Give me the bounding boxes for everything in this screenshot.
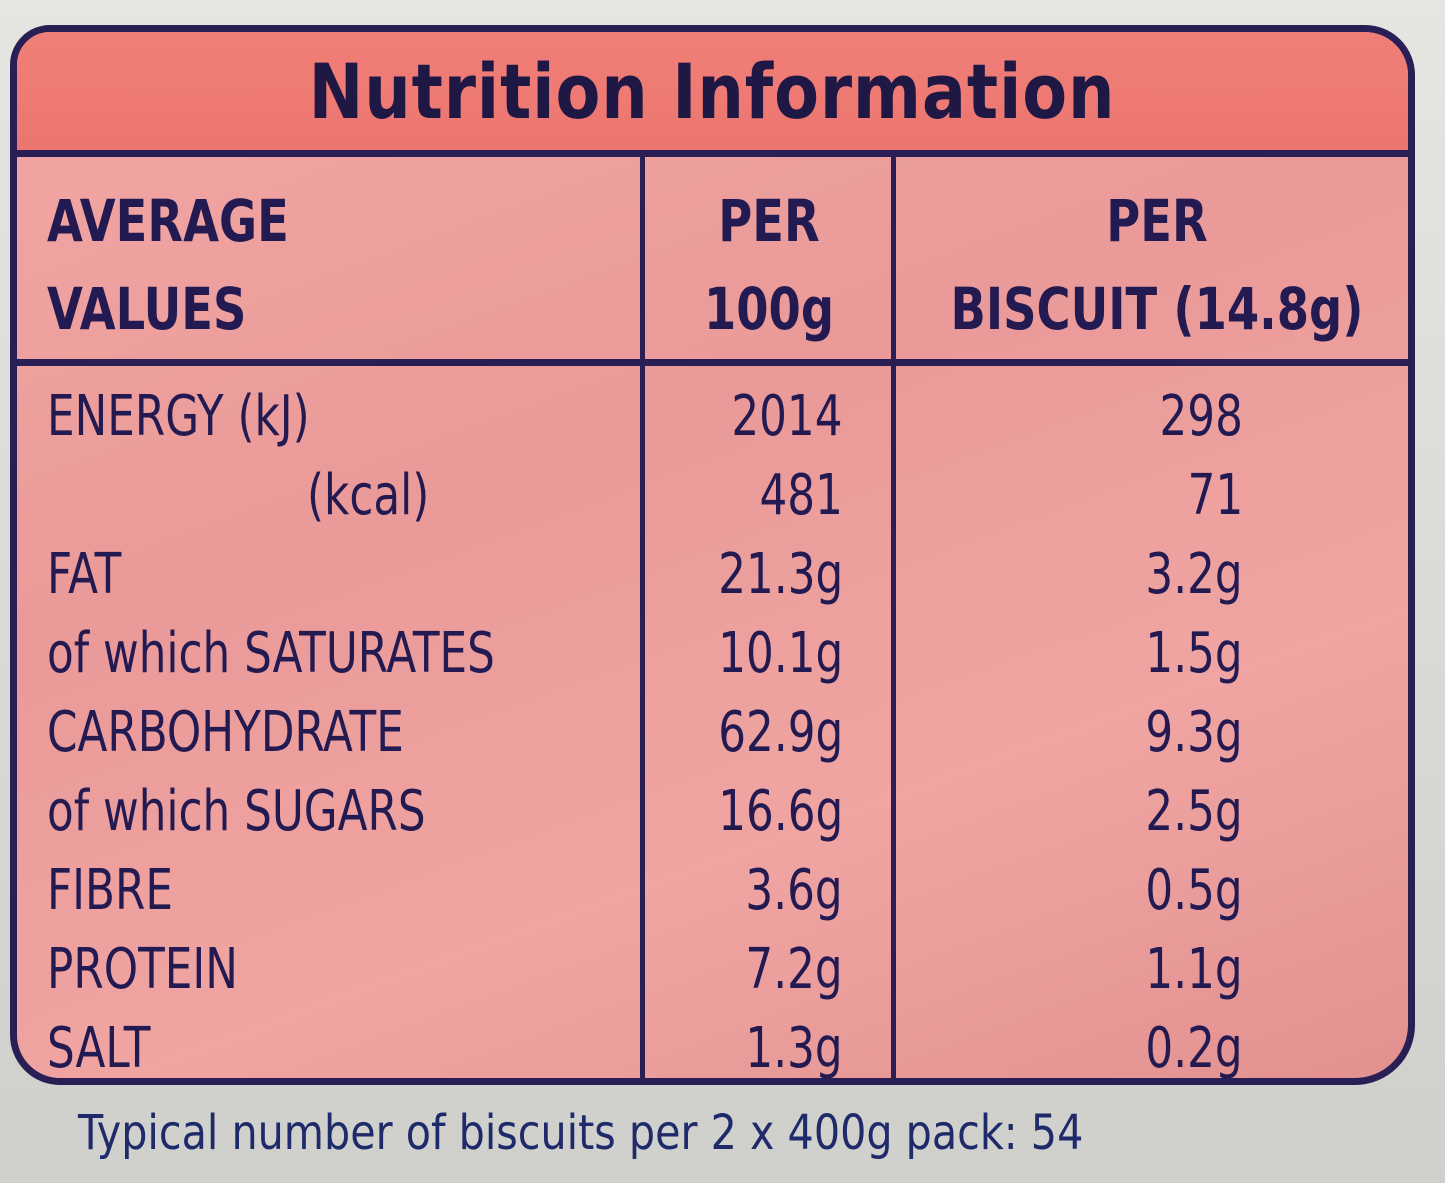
per-100g-value: 62.9g — [718, 700, 843, 765]
column-divider — [640, 150, 645, 1078]
per-100g-value: 10.1g — [718, 621, 843, 686]
per-biscuit-value: 298 — [1159, 384, 1243, 449]
per-100g-value: 16.6g — [718, 779, 843, 844]
per-biscuit-value: 0.5g — [1145, 858, 1243, 923]
title-bar: Nutrition Information — [17, 32, 1408, 157]
table-row: FAT 21.3g 3.2g — [17, 535, 1408, 614]
per-100g-value: 2014 — [731, 384, 843, 449]
per-100g-value: 481 — [759, 463, 843, 528]
per-100g-value: 21.3g — [718, 542, 843, 607]
table-row: CARBOHYDRATE 62.9g 9.3g — [17, 693, 1408, 772]
table-row: SALT 1.3g 0.2g — [17, 1009, 1408, 1081]
table-row: (kcal) 481 71 — [17, 456, 1408, 535]
nutrient-name: ENERGY (kJ) — [47, 384, 310, 449]
nutrient-name: of which SATURATES — [47, 621, 495, 686]
per-biscuit-value: 1.5g — [1145, 621, 1243, 686]
header-per-100g: PER 100g — [703, 187, 835, 343]
nutrient-name: (kcal) — [307, 463, 430, 528]
per-biscuit-value: 71 — [1187, 463, 1243, 528]
nutrient-name: SALT — [47, 1016, 151, 1081]
per-100g-value: 3.6g — [745, 858, 843, 923]
per-biscuit-value: 3.2g — [1145, 542, 1243, 607]
per-100g-value: 1.3g — [745, 1016, 843, 1081]
per-biscuit-value: 1.1g — [1145, 937, 1243, 1002]
header-per-biscuit: PER BISCUIT (14.8g) — [950, 187, 1364, 343]
column-divider — [891, 150, 896, 1078]
per-100g-value: 7.2g — [745, 937, 843, 1002]
nutrition-label: Nutrition Information AVERAGE VALUES PER… — [10, 25, 1415, 1085]
table-row: PROTEIN 7.2g 1.1g — [17, 930, 1408, 1009]
header-divider — [17, 359, 1408, 366]
label-title: Nutrition Information — [309, 46, 1116, 136]
nutrient-rows: ENERGY (kJ) 2014 298 (kcal) 481 71 FAT 2… — [17, 377, 1408, 1081]
per-biscuit-value: 2.5g — [1145, 779, 1243, 844]
nutrient-name: FAT — [47, 542, 122, 607]
nutrient-name: CARBOHYDRATE — [47, 700, 404, 765]
nutrient-name: of which SUGARS — [47, 779, 426, 844]
table-row: of which SUGARS 16.6g 2.5g — [17, 772, 1408, 851]
per-biscuit-value: 0.2g — [1145, 1016, 1243, 1081]
header-average-values: AVERAGE VALUES — [47, 187, 289, 343]
pack-count-note: Typical number of biscuits per 2 x 400g … — [78, 1105, 1084, 1161]
nutrient-name: PROTEIN — [47, 937, 238, 1002]
table-row: of which SATURATES 10.1g 1.5g — [17, 614, 1408, 693]
nutrient-name: FIBRE — [47, 858, 173, 923]
table-row: ENERGY (kJ) 2014 298 — [17, 377, 1408, 456]
table-row: FIBRE 3.6g 0.5g — [17, 851, 1408, 930]
per-biscuit-value: 9.3g — [1145, 700, 1243, 765]
